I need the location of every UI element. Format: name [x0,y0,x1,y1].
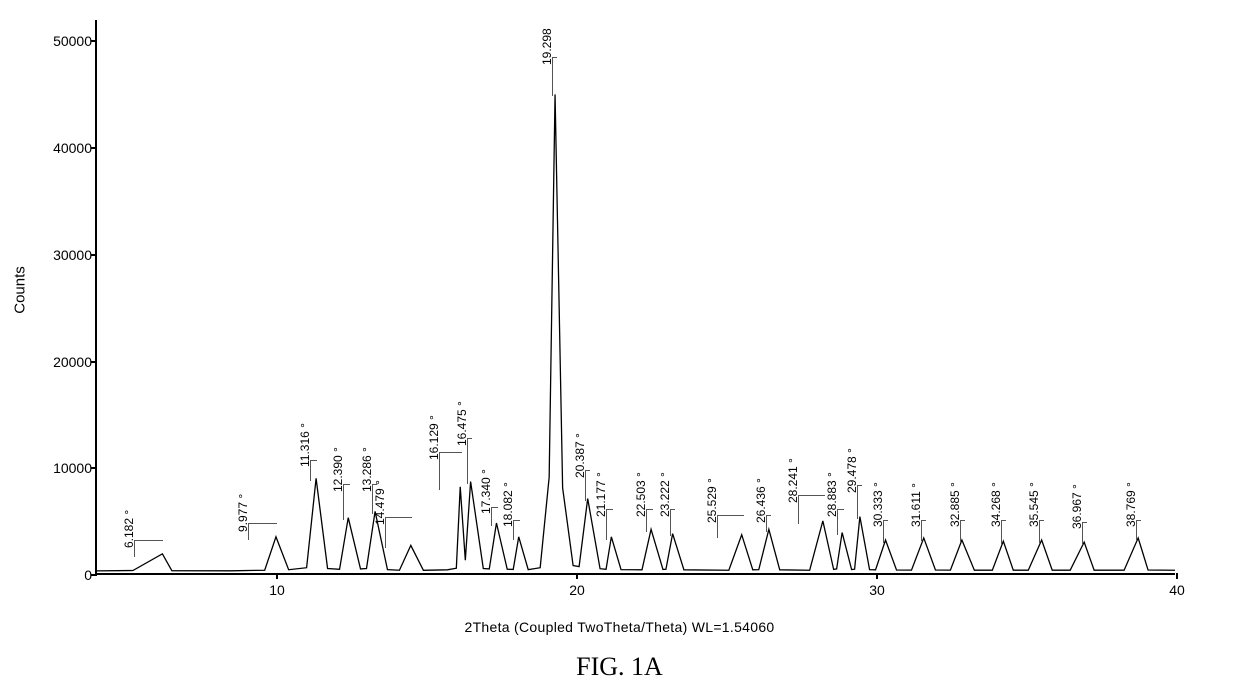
x-tick-label: 30 [869,582,885,598]
peak-callout [798,495,825,524]
xrd-figure: Counts 010000200003000040000500001020304… [0,0,1239,690]
x-axis-label: 2Theta (Coupled TwoTheta/Theta) WL=1.540… [464,619,774,635]
x-tick-mark [576,573,578,579]
y-tick-mark [91,147,97,149]
peak-label: 36.967 ° [1070,485,1084,530]
peak-label: 23.222 ° [658,472,672,517]
y-tick-label: 40000 [37,140,92,156]
figure-caption: FIG. 1A [576,652,663,682]
peak-callout [248,523,277,540]
peak-label: 26.436 ° [754,478,768,523]
peak-label: 25.529 ° [705,478,719,523]
x-tick-label: 40 [1169,582,1185,598]
peak-label: 20.387 ° [573,433,587,478]
peak-label: 32.885 ° [948,482,962,527]
y-tick-label: 10000 [37,460,92,476]
peak-callout [385,517,412,548]
peak-label: 6.182 ° [122,509,136,547]
y-tick-mark [91,254,97,256]
peak-label: 14.479 ° [373,480,387,525]
x-tick-mark [276,573,278,579]
peak-label: 28.883 ° [825,472,839,517]
peak-label: 38.769 ° [1124,482,1138,527]
y-tick-mark [91,467,97,469]
peak-label: 28.241 ° [786,458,800,503]
peak-label: 16.475 ° [455,401,469,446]
peak-label: 21.177 ° [594,472,608,517]
plot-area: 01000020000300004000050000102030406.182 … [95,20,1175,575]
y-tick-label: 0 [37,567,92,583]
peak-callout [134,540,163,557]
y-tick-label: 50000 [37,33,92,49]
y-tick-mark [91,40,97,42]
y-tick-mark [91,574,97,576]
peak-callout [439,452,462,489]
peak-label: 9.977 ° [236,493,250,531]
peak-label: 12.390 ° [331,447,345,492]
x-tick-label: 20 [569,582,585,598]
peak-label: 34.268 ° [989,482,1003,527]
peak-label: 11.316 ° [298,424,312,468]
peak-label: 22.503 ° [634,472,648,517]
x-tick-label: 10 [269,582,285,598]
peak-label: 16.129 ° [427,415,441,460]
x-tick-mark [876,573,878,579]
peak-label: 29.478 ° [845,448,859,493]
peak-label: 13.286 ° [360,447,374,492]
y-axis-label: Counts [12,266,29,314]
y-tick-label: 20000 [37,354,92,370]
y-tick-label: 30000 [37,247,92,263]
peak-label: 19.298 [540,28,554,65]
y-tick-mark [91,361,97,363]
peak-label: 17.340 ° [479,470,493,515]
peak-label: 31.611 ° [909,483,923,527]
peak-callout [717,515,744,537]
peak-label: 18.082 ° [501,482,515,527]
x-tick-mark [1176,573,1178,579]
peak-label: 35.545 ° [1027,482,1041,527]
peak-label: 30.333 ° [871,482,885,527]
